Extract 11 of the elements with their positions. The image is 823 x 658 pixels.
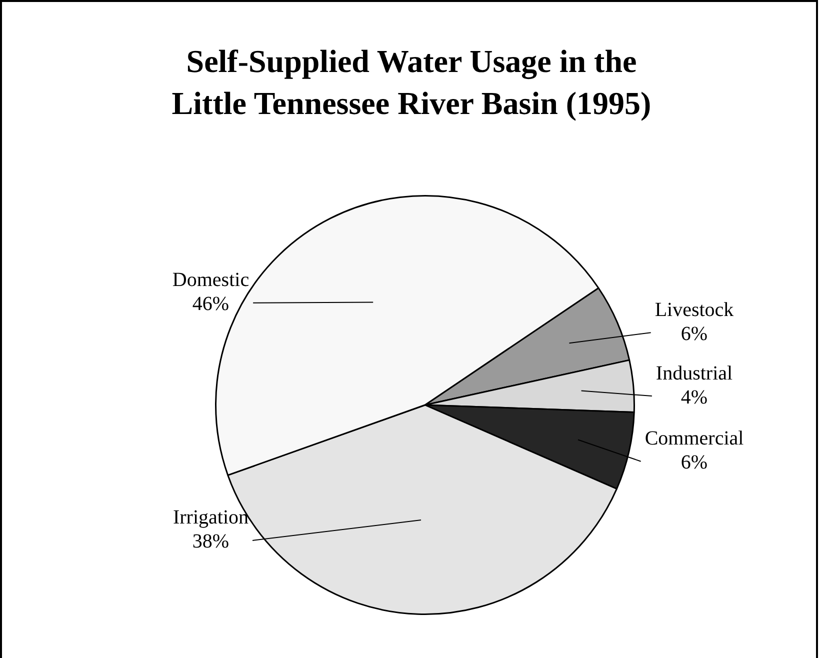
slice-label: Irrigation xyxy=(172,506,249,529)
slice-label: Industrial xyxy=(656,362,734,384)
slice-label: Livestock xyxy=(654,298,734,321)
data-label: 46% xyxy=(192,293,230,316)
data-label: 6% xyxy=(680,322,708,345)
data-label: 38% xyxy=(192,530,230,553)
slice-label: Commercial xyxy=(644,428,744,450)
data-label: 4% xyxy=(680,386,708,408)
slice-label: Domestic xyxy=(172,269,250,292)
data-label: 6% xyxy=(680,452,708,474)
chart-title: Self-Supplied Water Usage in the Little Tennessee River Basin (1995) xyxy=(170,42,652,123)
